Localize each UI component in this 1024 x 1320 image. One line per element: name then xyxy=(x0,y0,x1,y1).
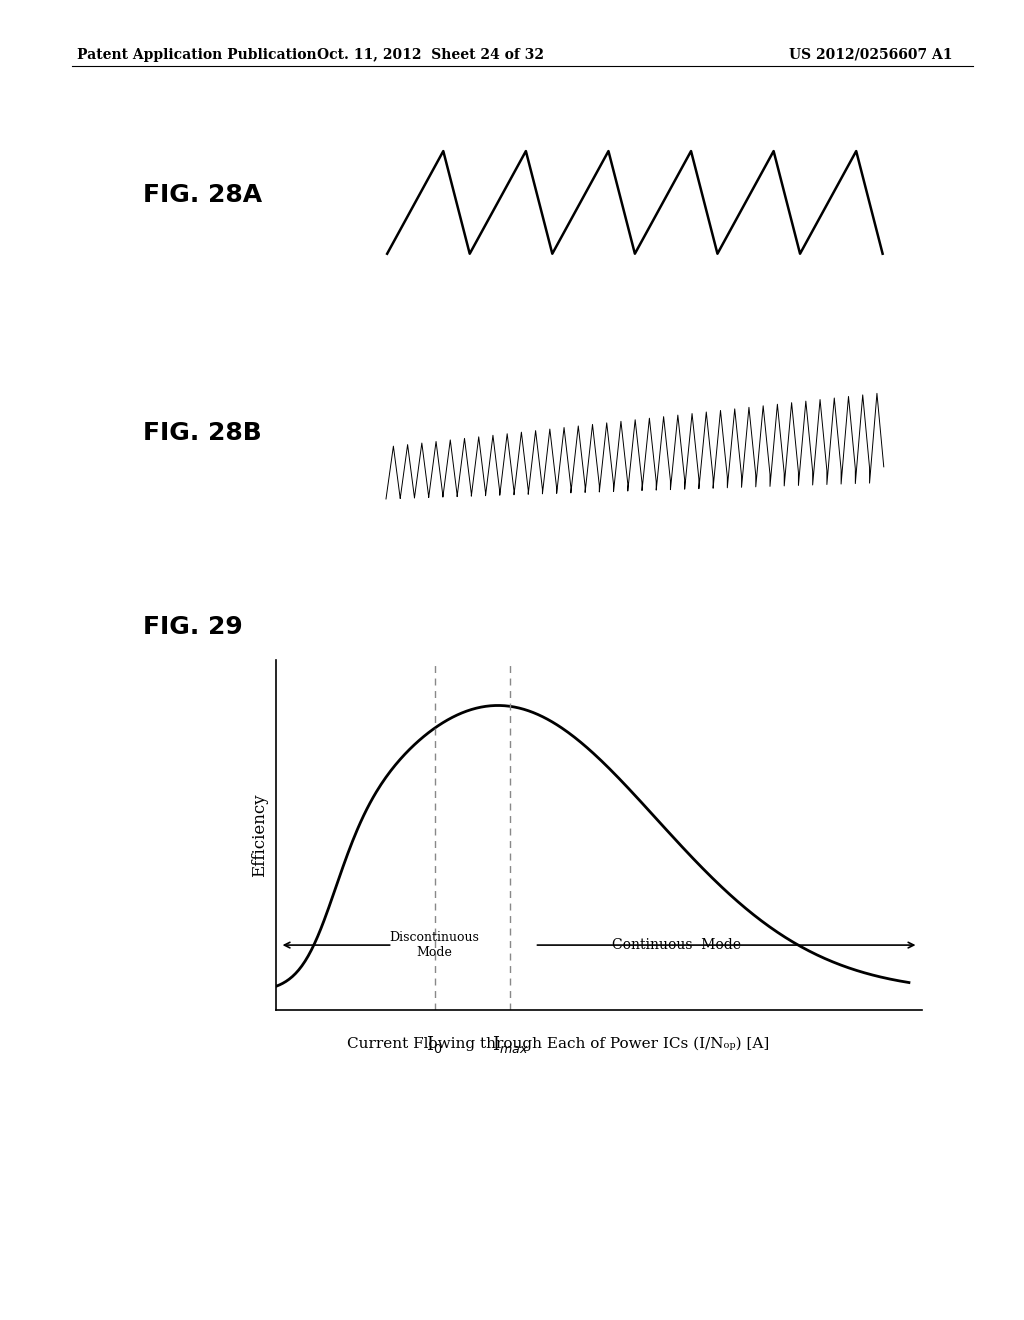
Text: I$_{max}$: I$_{max}$ xyxy=(493,1035,529,1055)
Text: Discontinuous
Mode: Discontinuous Mode xyxy=(389,931,479,960)
Text: FIG. 28A: FIG. 28A xyxy=(143,183,262,207)
Text: US 2012/0256607 A1: US 2012/0256607 A1 xyxy=(788,48,952,62)
Text: Oct. 11, 2012  Sheet 24 of 32: Oct. 11, 2012 Sheet 24 of 32 xyxy=(316,48,544,62)
Text: Current Flowing through Each of Power ICs (I/Nₒₚ) [A]: Current Flowing through Each of Power IC… xyxy=(347,1036,769,1051)
Text: FIG. 29: FIG. 29 xyxy=(143,615,243,639)
Text: Continuous  Mode: Continuous Mode xyxy=(612,939,741,952)
Text: Patent Application Publication: Patent Application Publication xyxy=(77,48,316,62)
Text: I$_0$: I$_0$ xyxy=(426,1035,442,1055)
Y-axis label: Efficiency: Efficiency xyxy=(251,793,268,876)
Text: FIG. 28B: FIG. 28B xyxy=(143,421,262,445)
